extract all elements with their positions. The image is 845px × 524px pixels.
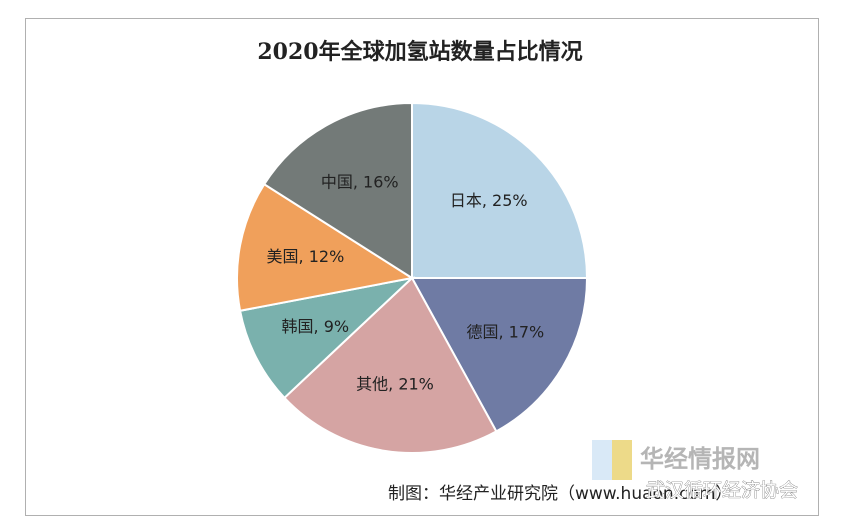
data-label: 德国, 17% <box>467 323 545 342</box>
data-label: 其他, 21% <box>356 375 434 394</box>
source: 制图：华经产业研究院（www.huaon.com） <box>388 484 732 504</box>
data-label: 中国, 16% <box>321 172 399 191</box>
pie: 日本, 25% 德国, 17% 其他, 21% 韩国, 9% 美国, 12% 中国, 16… <box>236 101 589 455</box>
chart-title: 2020年全球加氢站数量占比情况 <box>257 39 582 65</box>
slice <box>262 101 413 280</box>
watermark-logo <box>612 440 632 480</box>
slice <box>236 182 415 312</box>
data-label: 韩国, 9% <box>282 317 350 336</box>
data-label: 美国, 12% <box>267 247 345 266</box>
watermark: 华经情报网 <box>640 445 760 473</box>
slice <box>238 276 416 400</box>
data-label: 日本, 25% <box>450 191 528 210</box>
slice <box>283 276 498 455</box>
slice <box>410 277 589 433</box>
slice <box>411 101 589 279</box>
watermark: 武汉循环经济协会 <box>646 480 798 502</box>
